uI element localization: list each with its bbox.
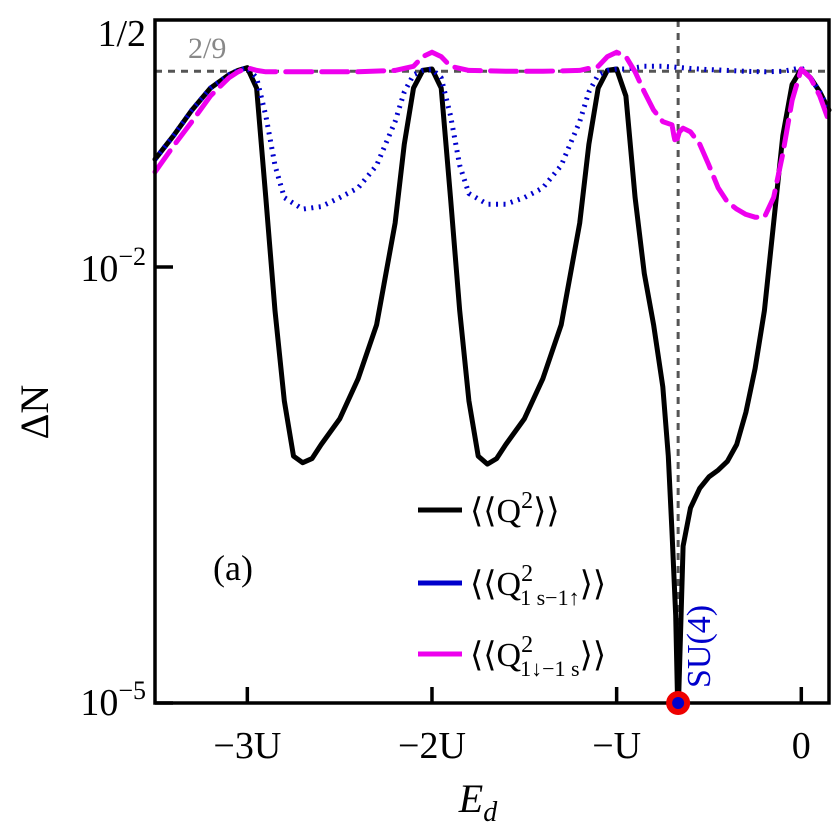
x-tick-label: 0 xyxy=(792,725,811,767)
reference-line-label: 2/9 xyxy=(188,32,226,65)
legend-entry-tail: ⟩⟩ xyxy=(580,566,607,603)
x-tick-label: −3U xyxy=(213,725,281,767)
legend-entry-base: ⟨⟨Q xyxy=(470,566,521,603)
y-tick-base: 10 xyxy=(80,682,118,724)
series-line-solid-0 xyxy=(152,65,681,706)
y-tick-base: 1/2 xyxy=(97,13,146,55)
series-line-dotted-2 xyxy=(153,63,832,212)
ticks: −3U −2U −U 01/210−210−5 xyxy=(80,13,810,767)
legend-entry-base: ⟨⟨Q xyxy=(470,493,521,530)
legend: ⟨⟨Q2⟩⟩⟨⟨Q2 1 s−1↑⟩⟩⟨⟨Q2 1↓−1 s⟩⟩ xyxy=(418,488,606,681)
reference-lines xyxy=(155,20,829,703)
legend-entry-tail: ⟩⟩ xyxy=(580,637,607,674)
y-tick-label: 1/2 xyxy=(97,13,146,55)
x-tick-label: −U xyxy=(592,725,641,767)
legend-entry-tail: ⟩⟩ xyxy=(533,493,560,530)
marker xyxy=(666,691,691,715)
y-axis-label: ΔN xyxy=(12,385,57,440)
legend-entry-1: ⟨⟨Q2 1 s−1↑⟩⟩ xyxy=(470,561,606,610)
series-layer xyxy=(152,49,832,706)
marker-inner xyxy=(672,697,685,709)
legend-entry-sup: 2 xyxy=(521,561,533,587)
x-tick-label: −2U xyxy=(398,725,466,767)
x-axis-label-main: E xyxy=(458,776,483,821)
legend-entry-2: ⟨⟨Q2 1↓−1 s⟩⟩ xyxy=(470,632,606,681)
legend-entry-sup: 2 xyxy=(521,632,533,658)
y-tick-exponent: −2 xyxy=(118,242,146,271)
legend-entry-0: ⟨⟨Q2⟩⟩ xyxy=(470,488,560,530)
y-tick-label: 10−2 xyxy=(80,242,146,290)
x-axis-label: Ed xyxy=(458,776,498,824)
plot-frame xyxy=(153,18,831,705)
legend-entry-sub: 1 s−1↑ xyxy=(520,585,579,610)
legend-entry-sub: 1↓−1 s xyxy=(520,656,579,681)
y-tick-base: 10 xyxy=(80,248,118,290)
legend-entry-base: ⟨⟨Q xyxy=(470,637,521,674)
x-axis-label-sub: d xyxy=(483,797,498,824)
legend-entry-sup: 2 xyxy=(521,488,533,514)
y-tick-exponent: −5 xyxy=(118,676,146,705)
series-line-dashed-3 xyxy=(152,49,832,220)
su4-annotation: SU(4) xyxy=(681,605,718,688)
panel-label: (a) xyxy=(213,548,253,588)
y-tick-label: 10−5 xyxy=(80,676,146,724)
